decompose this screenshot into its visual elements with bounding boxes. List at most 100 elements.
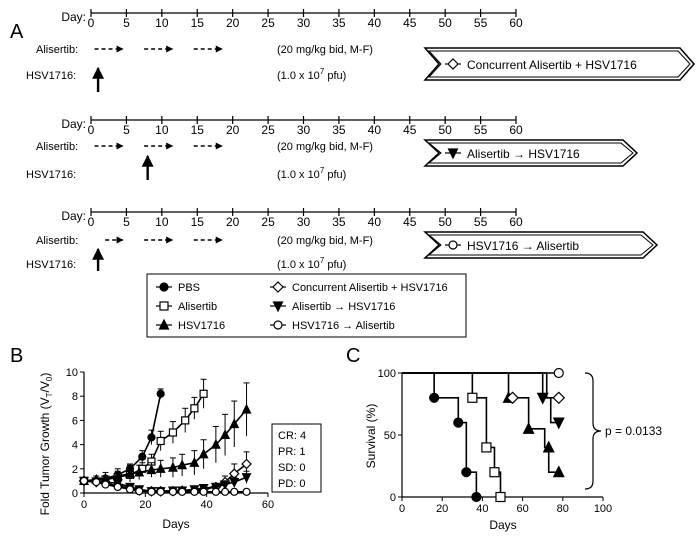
day-tick-label: 30 [297,123,311,137]
circle-filled-marker [453,417,464,428]
triangle-up-filled-marker [210,438,221,449]
schedule-virus-dose: (1.0 x 107 pfu) [277,67,346,82]
series-triangle-up-filled [402,372,565,478]
triangle-up-filled-marker [522,421,535,434]
legend-label: Concurrent Alisertib + HSV1716 [292,282,448,294]
legend-item: HSV1716 → Alisertib [270,320,395,332]
x-tick-label: 20 [139,499,151,511]
day-tick-label: 0 [88,16,95,30]
chart-b-xlabel: Days [162,517,189,531]
y-tick-label: 10 [66,367,78,379]
diamond-open-marker [241,458,252,470]
day-tick-label: 35 [332,16,346,30]
response-pd: PD: 0 [278,478,306,490]
triangle-down-filled-marker [241,473,252,484]
legend-item: Alisertib → HSV1716 [270,301,395,313]
circle-open-marker [448,240,458,250]
circle-filled-marker [429,392,440,403]
triangle-up-filled-marker [125,467,135,478]
legend-box [146,273,467,338]
y-tick-label: 50 [384,430,396,442]
schedule-day-label: Day: [61,117,86,131]
day-tick-label: 5 [123,123,130,137]
schedule-drug-dose: (20 mg/kg bid, M-F) [277,141,373,153]
schedule-banner: Alisertib → HSV1716 [423,139,639,167]
circle-open-marker [220,487,230,496]
y-tick-label: 0 [390,492,396,504]
day-tick-label: 40 [368,16,382,30]
legend-label: HSV1716 [178,320,225,332]
day-tick-label: 60 [509,215,523,229]
survival-step-line [402,372,502,497]
triangle-up-filled-marker [155,462,166,473]
triangle-down-filled-marker [552,417,565,430]
schedule-drug-dose: (20 mg/kg bid, M-F) [277,235,373,247]
survival-step-line [402,372,478,497]
y-tick-label: 0 [72,488,78,500]
x-tick-label: 0 [81,499,87,511]
circle-open-marker [156,487,165,496]
square-open-marker [199,389,208,398]
x-tick-label: 40 [201,499,213,511]
y-tick-label: 8 [72,391,78,403]
square-open-marker [156,436,165,446]
response-box: CR: 4 PR: 1 SD: 0 PD: 0 [271,423,322,493]
schedule-virus-label: HSV1716: [26,70,76,82]
day-tick-label: 55 [474,16,488,30]
schedule-day-label: Day: [61,10,86,24]
series-triangle-down-filled [402,372,565,430]
triangle-up-filled-marker [241,403,252,414]
day-tick-label: 40 [368,123,382,137]
day-tick-label: 20 [226,215,240,229]
square-open-marker [489,467,500,478]
day-tick-label: 55 [474,123,488,137]
triangle-up-filled-marker [158,318,170,330]
triangle-up-filled-marker [167,461,178,472]
y-tick-label: 100 [378,368,396,380]
triangle-down-filled-marker [536,392,549,405]
y-tick-label: 4 [72,440,78,452]
banner-chevron-inner [427,50,691,78]
panel-label-c: C [346,345,360,367]
square-open-marker [481,442,492,453]
square-open-marker [190,404,199,413]
circle-filled-marker [461,467,472,478]
circle-open-marker [125,485,135,494]
triangle-down-filled-marker [210,482,221,493]
day-tick-label: 10 [155,215,169,229]
series-circle-open [79,476,251,496]
day-tick-label: 10 [155,16,169,30]
legend-item: Concurrent Alisertib + HSV1716 [270,281,448,294]
circle-open-marker [190,487,199,496]
triangle-up-filled-marker [229,418,240,429]
day-tick-label: 45 [403,123,417,137]
p-value-brace [584,372,602,490]
circle-filled-marker [138,452,147,461]
banner-text: Alisertib → HSV1716 [467,147,580,161]
schedule-virus-label: HSV1716: [26,259,76,271]
circle-open-marker [242,487,251,496]
diamond-open-marker [447,58,459,70]
triangle-up-filled-marker [198,448,209,459]
chart-b-ylabel: Fold Tumor Growth (VT/V0) [38,373,54,516]
triangle-up-filled-marker [542,440,555,453]
series-line [83,408,248,482]
day-tick-label: 25 [261,215,275,229]
schedule-hsv-first: Day: 0 5 10 15 20 25 30 35 40 45 50 55 60 Alisertib:… [26,208,659,271]
schedule-day-axis: 0 5 10 15 20 25 30 35 40 45 50 55 60 [88,9,523,30]
triangle-down-filled-marker [229,478,240,488]
banner-chevron [423,139,639,167]
banner-chevron [423,231,659,259]
schedule-alisertib-first: Day: 0 5 10 15 20 25 30 35 40 45 50 55 60 Alisertib:… [26,116,639,181]
circle-open-marker [168,487,178,496]
legend-label: Alisertib → HSV1716 [292,301,395,313]
chart-c-xlabel: Days [489,518,516,532]
square-open-marker [181,416,190,425]
day-tick-label: 45 [403,215,417,229]
circle-filled-marker [471,491,482,503]
p-value: p = 0.0133 [605,424,662,438]
day-tick-label: 10 [155,123,169,137]
triangle-up-filled-marker [189,456,200,467]
circle-open-marker [230,487,239,496]
circle-filled-marker [156,389,165,398]
